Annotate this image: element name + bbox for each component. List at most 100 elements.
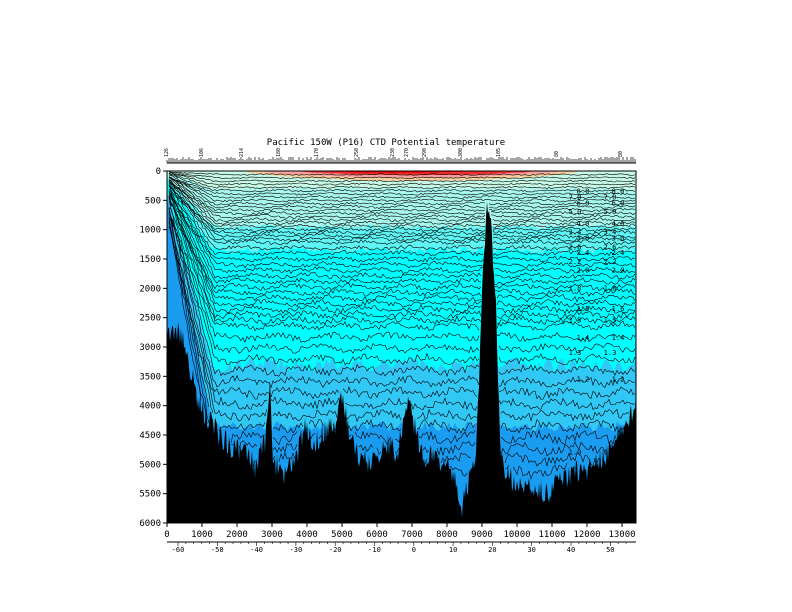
y-axis: 0 500 1000 1500 2000 2500 3000 3500 4000 4500 5000… <box>139 167 167 529</box>
y-tick-label: 3000 <box>139 343 161 353</box>
station-label: 170 <box>314 148 320 157</box>
station-label: 250 <box>354 148 360 157</box>
x-tick-label: 10000 <box>503 530 530 540</box>
y-tick-label: 500 <box>145 196 161 206</box>
contour-lines <box>168 171 636 479</box>
x-tick-label: 1000 <box>191 530 213 540</box>
contour-line <box>168 196 636 315</box>
contour-line <box>168 194 636 308</box>
contour-line <box>168 185 636 252</box>
contour-line <box>168 185 636 257</box>
contour-label: 2.6 <box>604 243 617 251</box>
contour-label: 7.0 <box>569 193 582 201</box>
station-strip: 126 106 214 180 170 250 230 270 290 300 105 80 80 <box>164 148 636 164</box>
y-tick-label: 5000 <box>139 460 161 470</box>
x-tick-label: 2000 <box>226 530 248 540</box>
y-tick-label: 1500 <box>139 255 161 265</box>
contour-label: 6.0 <box>577 199 590 207</box>
x-tick-label: 6000 <box>366 530 388 540</box>
contour-line <box>168 180 636 219</box>
latitude-tick-label: 30 <box>527 546 535 554</box>
contour-line <box>168 191 636 297</box>
contour-line <box>168 177 636 206</box>
contour-label: 1.5 <box>569 317 582 325</box>
seafloor <box>167 201 636 523</box>
station-label: 270 <box>404 148 410 157</box>
x-tick-label: 0 <box>164 530 169 540</box>
contour-label: 1.6 <box>577 305 590 313</box>
contour-line <box>168 188 636 274</box>
y-tick-label: 5500 <box>139 490 161 500</box>
station-label: 230 <box>390 148 396 157</box>
latitude-tick-label: -10 <box>368 546 381 554</box>
contour-line <box>168 183 636 246</box>
chart-title: Pacific 150W (P16) CTD Potential tempera… <box>267 138 505 148</box>
contour-label: 1.3 <box>569 349 582 357</box>
contour-label: 1.8 <box>569 284 582 292</box>
seafloor-fill <box>167 201 636 523</box>
contour-line <box>168 185 636 242</box>
contour-line <box>168 173 636 193</box>
contour-label: 7.0 <box>604 193 617 201</box>
contour-label: 4.0 <box>577 220 590 228</box>
contour-line <box>168 172 636 186</box>
contour-line <box>168 181 636 236</box>
y-tick-label: 2500 <box>139 314 161 324</box>
contour-line <box>168 206 636 354</box>
contour-line <box>168 177 636 213</box>
station-label: 106 <box>199 148 205 157</box>
contour-label: 2.0 <box>577 267 590 275</box>
contour-labels: 1.0 1.0 1.2 1.2 1.3 1.3 1.4 1.4 1.5 1.5 1.6 1.6 1.8 1… <box>569 188 625 457</box>
contour-label: 1.0 <box>604 449 617 457</box>
y-tick-label: 3500 <box>139 372 161 382</box>
contour-label: 1.0 <box>569 449 582 457</box>
contour-label: 2.4 <box>612 249 625 257</box>
latitude-tick-label: 10 <box>449 546 457 554</box>
x-tick-label: 9000 <box>471 530 493 540</box>
x-tick-label: 8000 <box>436 530 458 540</box>
contour-label: 1.6 <box>612 305 625 313</box>
contour-line <box>168 173 636 190</box>
x-axis-distance: 0 1000 2000 3000 4000 5000 6000 7000 8000 9000 100… <box>164 523 636 540</box>
contour-label: 2.4 <box>577 249 590 257</box>
contour-label: 1.8 <box>604 284 617 292</box>
y-tick-label: 2000 <box>139 284 161 294</box>
contour-label: 3.0 <box>577 235 590 243</box>
contour-line <box>168 191 636 303</box>
contour-label: 8.0 <box>612 188 625 196</box>
contour-label: 6.0 <box>612 199 625 207</box>
contour-line <box>168 182 636 239</box>
y-tick-label: 4000 <box>139 402 161 412</box>
contour-line <box>168 176 636 203</box>
contour-line <box>168 173 636 183</box>
contour-line <box>168 200 636 343</box>
contour-line <box>168 227 618 446</box>
contour-line <box>168 181 636 233</box>
contour-label: 3.0 <box>612 235 625 243</box>
plot-area: 1.0 1.0 1.2 1.2 1.3 1.3 1.4 1.4 1.5 1.5 1.6 1.6 1.8 1… <box>167 171 636 523</box>
contour-line <box>168 211 636 411</box>
contour-line <box>168 189 636 269</box>
contour-line <box>168 207 636 378</box>
contour-line <box>168 193 636 285</box>
x-tick-label: 12000 <box>573 530 600 540</box>
contour-line <box>169 181 636 223</box>
contour-label: 1.3 <box>604 349 617 357</box>
station-label: 80 <box>554 151 560 157</box>
x-tick-label: 3000 <box>261 530 283 540</box>
latitude-tick-label: 40 <box>567 546 575 554</box>
contour-label: 1.4 <box>577 334 590 342</box>
y-tick-label: 4500 <box>139 431 161 441</box>
contour-label: 1.5 <box>604 317 617 325</box>
latitude-tick-label: -40 <box>250 546 263 554</box>
x-tick-label: 5000 <box>331 530 353 540</box>
contour-line <box>168 172 636 180</box>
x-axis-latitude: -60 -50 -40 -30 -20 -10 0 10 20 30 40 50 <box>167 541 636 554</box>
contour-label: 1.2 <box>612 375 625 383</box>
contour-line <box>168 197 636 332</box>
contour-line <box>168 207 636 366</box>
latitude-tick-label: -20 <box>329 546 342 554</box>
latitude-tick-label: -50 <box>211 546 224 554</box>
station-label: 126 <box>164 148 170 157</box>
